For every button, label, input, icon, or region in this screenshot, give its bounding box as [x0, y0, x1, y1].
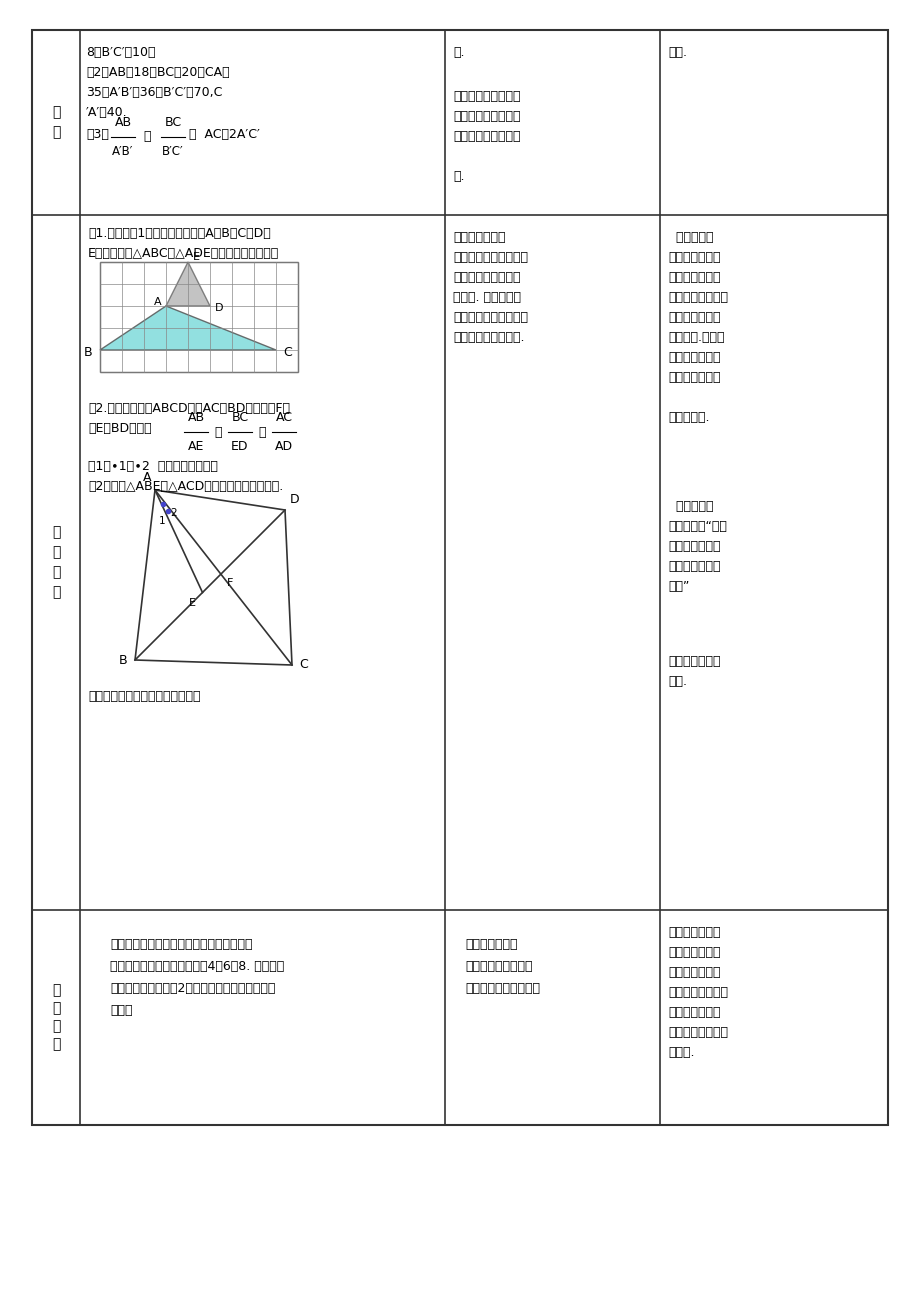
Text: 再小组交流解题方法。: 再小组交流解题方法。 [464, 982, 539, 995]
Text: 要制作两个形状相同的三角形框架，其中一: 要制作两个形状相同的三角形框架，其中一 [110, 937, 252, 950]
Text: B: B [84, 345, 92, 358]
Text: 等的两个三角形: 等的两个三角形 [667, 560, 720, 573]
Text: 多少？: 多少？ [110, 1004, 132, 1017]
Text: ＝: ＝ [257, 426, 266, 439]
Text: 的能力.: 的能力. [667, 1046, 694, 1059]
Text: 流的目的是为了: 流的目的是为了 [667, 251, 720, 264]
Text: ＝: ＝ [142, 130, 151, 143]
Text: E五个点，问△ABC与△ADE是否相似？为什么？: E五个点，问△ABC与△ADE是否相似？为什么？ [88, 247, 279, 260]
Text: 例2.如图，四边形ABCD中，AC、BD相交于点F，: 例2.如图，四边形ABCD中，AC、BD相交于点F， [88, 402, 289, 415]
Text: 同时培养学生分: 同时培养学生分 [667, 1006, 720, 1019]
Text: AB: AB [187, 411, 204, 424]
Text: 成比例且夹角相: 成比例且夹角相 [667, 540, 720, 553]
Text: 学生在学案上独: 学生在学案上独 [452, 230, 505, 243]
Text: 总结常见模型与: 总结常见模型与 [667, 655, 720, 668]
Text: 判别.: 判别. [667, 46, 686, 59]
Text: 拓: 拓 [51, 1019, 60, 1034]
Text: 目的是为了进一: 目的是为了进一 [667, 947, 720, 960]
Text: 方法.: 方法. [667, 674, 686, 687]
Text: 合: 合 [51, 526, 60, 539]
Text: B′C′: B′C′ [162, 145, 184, 158]
Text: 8，B′C′＝10；: 8，B′C′＝10； [85, 46, 155, 59]
Text: BC: BC [232, 411, 248, 424]
Text: 判定方法的理解，: 判定方法的理解， [667, 292, 727, 303]
Text: 点E在BD上，且: 点E在BD上，且 [88, 422, 152, 435]
Text: A′B′: A′B′ [112, 145, 133, 158]
Text: E: E [188, 599, 196, 608]
Text: D: D [214, 303, 223, 312]
Text: ＝: ＝ [214, 426, 221, 439]
Text: 于培养学生严谨: 于培养学生严谨 [667, 371, 720, 384]
Text: AE: AE [187, 440, 204, 453]
Text: 立完成后请学生回答，: 立完成后请学生回答， [452, 251, 528, 264]
Text: B: B [119, 654, 127, 667]
Text: 加深学生对相似: 加深学生对相似 [667, 271, 720, 284]
Text: D: D [289, 493, 300, 506]
Text: 利用多媒体展示过程.: 利用多媒体展示过程. [452, 331, 524, 344]
Text: 角形框架的一边长为2，它的另外两条边长应当是: 角形框架的一边长为2，它的另外两条边长应当是 [110, 982, 275, 995]
Text: 讲判定方法时，一般: 讲判定方法时，一般 [452, 90, 520, 103]
Text: AD: AD [275, 440, 293, 453]
Text: 长边与最长边是对应: 长边与最长边是对应 [452, 130, 520, 143]
Text: 的说理过程进行点评，: 的说理过程进行点评， [452, 311, 528, 324]
Text: 评.: 评. [452, 46, 464, 59]
Text: 展: 展 [51, 1038, 60, 1052]
Text: 式: 式 [51, 1001, 60, 1016]
Text: 设计尝试交: 设计尝试交 [667, 230, 713, 243]
Text: A: A [154, 297, 162, 307]
Text: 设计拓展延伸的: 设计拓展延伸的 [667, 926, 720, 939]
Text: 例1.在边长为1的正方形网格中有A、B、C、D、: 例1.在边长为1的正方形网格中有A、B、C、D、 [88, 227, 270, 240]
Text: 作好铺垫.学生利: 作好铺垫.学生利 [667, 331, 724, 344]
Text: 用判定方法“两边: 用判定方法“两边 [667, 519, 726, 533]
Text: 练: 练 [51, 105, 60, 120]
Text: A: A [142, 471, 151, 484]
Bar [32, 30, 887, 1125]
Text: 边.: 边. [452, 171, 464, 184]
Text: （2）判断△ABE与△ACD是否相似，并说明理由.: （2）判断△ABE与△ACD是否相似，并说明理由. [88, 480, 283, 493]
Text: AC: AC [275, 411, 292, 424]
Polygon shape [100, 306, 276, 350]
Text: 析问题、解决问题: 析问题、解决问题 [667, 1026, 727, 1039]
Text: 学生先独立尝试: 学生先独立尝试 [464, 937, 517, 950]
Text: 相似”: 相似” [667, 579, 688, 592]
Text: ′A′＝40.: ′A′＝40. [85, 105, 128, 118]
Text: 的数学思维.: 的数学思维. [667, 411, 709, 424]
Bar [100, 262, 298, 372]
Text: 变: 变 [51, 983, 60, 997]
Text: E: E [192, 253, 199, 262]
Text: 35，A′B′＝36，B′C′＝70,C: 35，A′B′＝36，B′C′＝70,C [85, 86, 222, 99]
Text: 并让学生自己说说分: 并让学生自己说说分 [452, 271, 520, 284]
Text: 最短边与最短边，最: 最短边与最短边，最 [452, 109, 520, 122]
Text: 析过程. 教师对学生: 析过程. 教师对学生 [452, 292, 520, 303]
Text: C: C [300, 659, 308, 672]
Polygon shape [165, 262, 210, 306]
Text: F: F [227, 578, 233, 589]
Text: 判定方法的理解，: 判定方法的理解， [667, 986, 727, 999]
Text: ，  AC＝2A′C′: ， AC＝2A′C′ [188, 129, 259, 142]
Text: 2: 2 [171, 508, 177, 518]
Text: BC: BC [165, 116, 181, 129]
Text: 习: 习 [51, 125, 60, 139]
Text: （3）: （3） [85, 128, 108, 141]
Text: 解决，教巡视指导，: 解决，教巡视指导， [464, 960, 532, 973]
Text: 1: 1 [158, 516, 165, 526]
Text: 例２也可以: 例２也可以 [667, 500, 713, 513]
Text: 究: 究 [51, 586, 60, 599]
Text: 探: 探 [51, 565, 60, 579]
Text: 个三角形框架的三边长分别为4、6、8. 另一个三: 个三角形框架的三边长分别为4、6、8. 另一个三 [110, 960, 284, 973]
Text: ED: ED [231, 440, 248, 453]
Text: AB: AB [114, 116, 131, 129]
Text: 用展台讲评有利: 用展台讲评有利 [667, 352, 720, 365]
Text: （1）∙1与∙2  相等吗？为什么？: （1）∙1与∙2 相等吗？为什么？ [88, 460, 218, 473]
Text: 同时为后续学习: 同时为后续学习 [667, 311, 720, 324]
Text: 作: 作 [51, 546, 60, 560]
Text: 问：图中还有哪几对相似三角形？: 问：图中还有哪几对相似三角形？ [88, 690, 200, 703]
Text: C: C [283, 345, 292, 358]
Text: 步加深学生相似: 步加深学生相似 [667, 966, 720, 979]
Text: （2）AB＝18，BC＝20，CA＝: （2）AB＝18，BC＝20，CA＝ [85, 66, 230, 79]
